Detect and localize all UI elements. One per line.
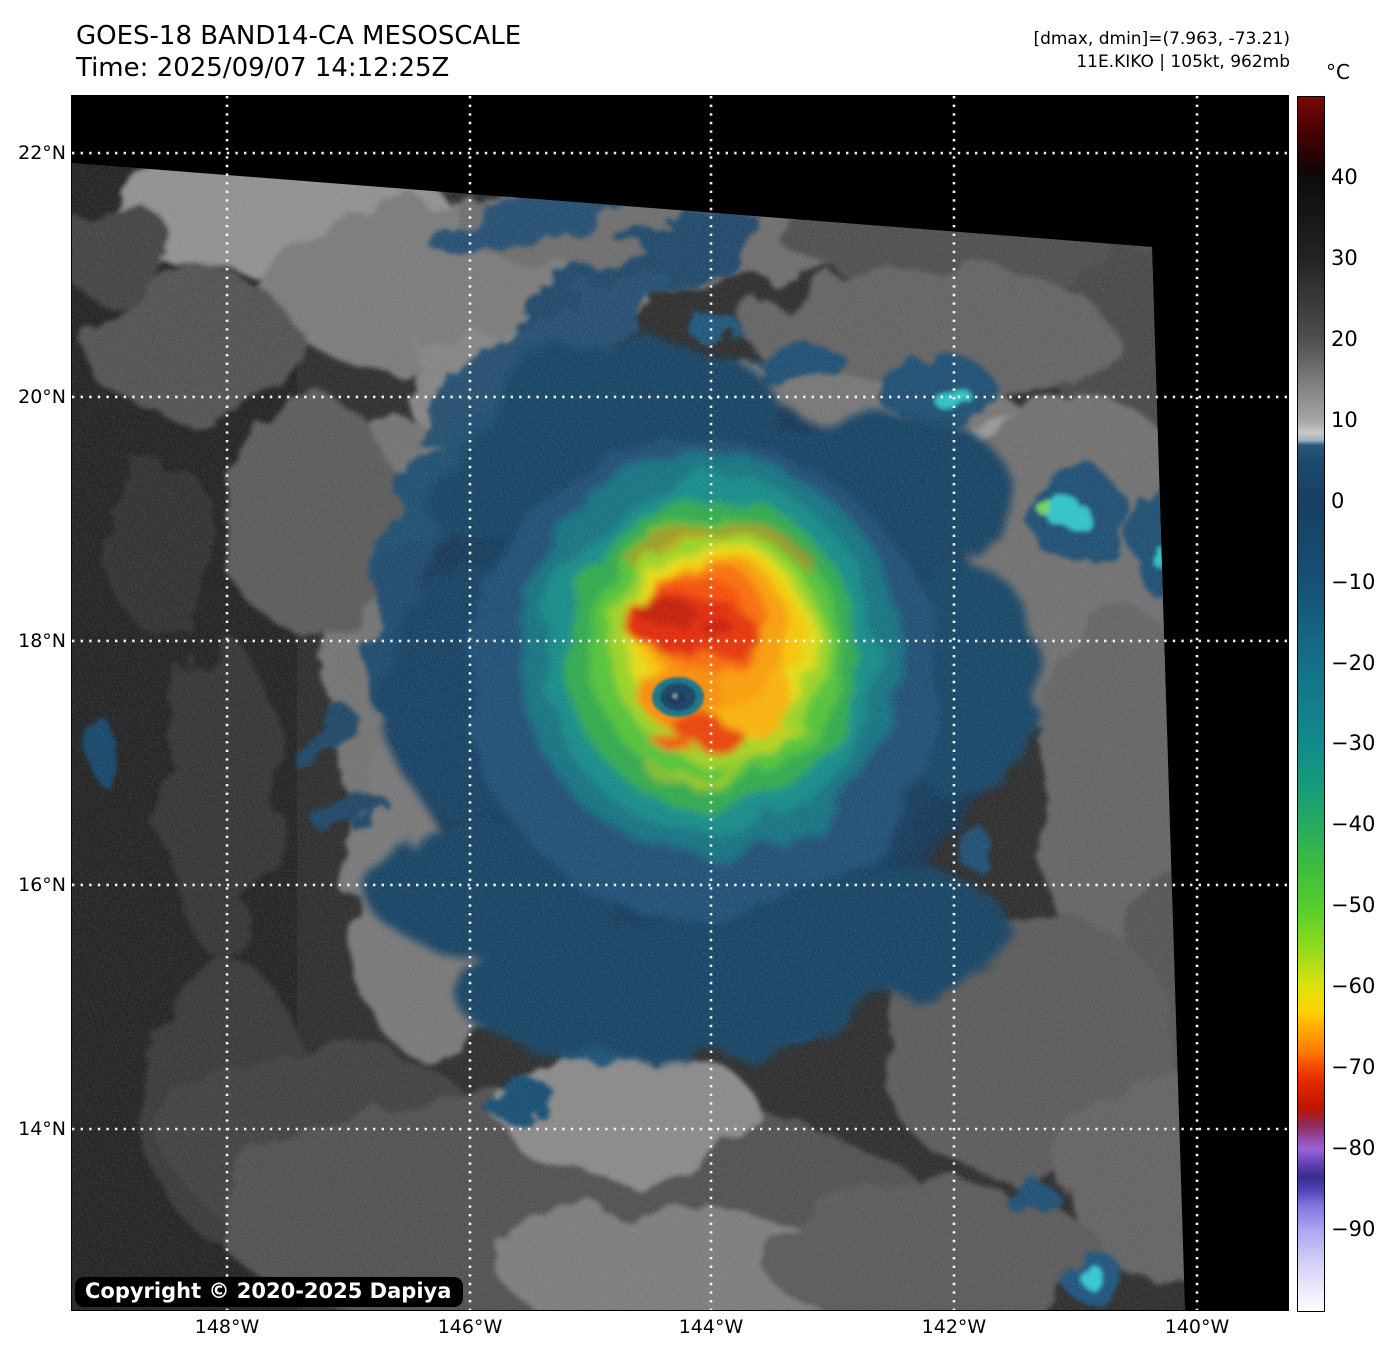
lat-tick-label: 16°N <box>18 873 66 896</box>
annotation-block: [dmax, dmin]=(7.963, -73.21) 11E.KIKO | … <box>1033 28 1290 74</box>
colorbar-tick-label: −20 <box>1331 650 1376 675</box>
colorbar-tick-label: −10 <box>1331 569 1376 594</box>
satellite-image <box>72 96 1288 1310</box>
lat-tick-label: 20°N <box>18 385 66 408</box>
lat-tick-label: 22°N <box>18 142 66 165</box>
lon-tick-label: 144°W <box>678 1316 744 1338</box>
copyright-badge: Copyright © 2020-2025 Dapiya <box>75 1277 464 1307</box>
lat-tick-label: 14°N <box>18 1117 66 1140</box>
colorbar-tick-label: −90 <box>1331 1217 1376 1242</box>
colorbar-tick-label: −40 <box>1331 812 1376 837</box>
product-title: GOES-18 BAND14-CA MESOSCALE <box>76 21 522 51</box>
product-timestamp: Time: 2025/09/07 14:12:25Z <box>76 53 450 83</box>
colorbar-tick-label: 0 <box>1331 488 1345 513</box>
colorbar-tick-label: 30 <box>1331 245 1358 270</box>
colorbar-unit-label: °C <box>1326 60 1350 84</box>
lat-tick-label: 18°N <box>18 629 66 652</box>
lon-tick-label: 148°W <box>194 1316 260 1338</box>
lon-tick-label: 142°W <box>921 1316 987 1338</box>
lon-tick-label: 140°W <box>1164 1316 1230 1338</box>
colorbar-tick-label: 10 <box>1331 407 1358 432</box>
colorbar-tick-label: 40 <box>1331 164 1358 189</box>
colorbar-tick-label: −60 <box>1331 974 1376 999</box>
storm-info-annotation: 11E.KIKO | 105kt, 962mb <box>1076 52 1290 72</box>
dmax-dmin-annotation: [dmax, dmin]=(7.963, -73.21) <box>1033 29 1290 49</box>
title-block: GOES-18 BAND14-CA MESOSCALE Time: 2025/0… <box>76 20 521 84</box>
colorbar <box>1297 96 1325 1312</box>
satellite-swath <box>72 163 1185 1310</box>
colorbar-tick-label: 20 <box>1331 326 1358 351</box>
image-grain <box>72 163 1185 1310</box>
colorbar-tick-label: −50 <box>1331 893 1376 918</box>
map-plot: Copyright © 2020-2025 Dapiya <box>71 95 1289 1311</box>
colorbar-tick-label: −30 <box>1331 731 1376 756</box>
colorbar-tick-label: −70 <box>1331 1055 1376 1080</box>
colorbar-tick-label: −80 <box>1331 1136 1376 1161</box>
lon-tick-label: 146°W <box>437 1316 503 1338</box>
